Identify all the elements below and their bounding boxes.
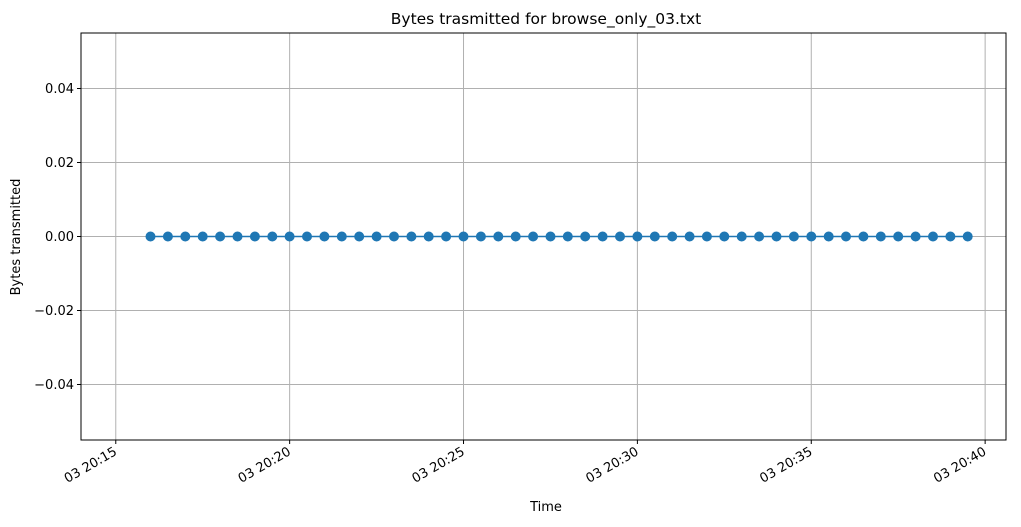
data-point: [945, 231, 956, 242]
data-point: [910, 231, 921, 242]
data-point: [180, 231, 191, 242]
data-point: [754, 231, 765, 242]
data-point: [823, 231, 834, 242]
data-point: [719, 231, 730, 242]
x-axis-label: Time: [529, 500, 562, 515]
x-tick-label: 03 20:35: [757, 444, 815, 486]
y-axis-label: Bytes transmitted: [9, 179, 24, 296]
data-point: [858, 231, 869, 242]
data-point: [406, 231, 417, 242]
data-point: [371, 231, 382, 242]
data-point: [458, 231, 469, 242]
chart-title: Bytes trasmitted for browse_only_03.txt: [391, 10, 701, 29]
plot-area: 03 20:15 03 20:20 03 20:25 03 20:30 03 20:35…: [34, 32, 1007, 487]
data-point: [684, 231, 695, 242]
data-point: [493, 231, 504, 242]
data-point: [389, 231, 399, 242]
y-tick-label: −0.04: [34, 378, 74, 393]
data-point: [215, 231, 226, 242]
data-point: [162, 231, 173, 242]
y-tick-label: 0.02: [45, 156, 74, 171]
data-point: [736, 231, 747, 242]
data-point: [423, 231, 434, 242]
data-point: [597, 231, 608, 242]
data-point: [284, 231, 295, 242]
data-point: [806, 231, 817, 242]
data-point: [302, 231, 312, 242]
data-point: [441, 231, 452, 242]
data-point: [701, 231, 712, 242]
x-tick-label: 03 20:30: [584, 444, 642, 486]
x-tick-label: 03 20:20: [236, 444, 294, 486]
data-point: [528, 231, 539, 242]
data-point: [510, 231, 521, 242]
data-point: [875, 231, 886, 242]
data-point: [545, 231, 556, 242]
data-point: [336, 231, 347, 242]
data-point: [928, 231, 938, 242]
y-tick-label: −0.02: [34, 304, 74, 319]
y-tick-label: 0.00: [45, 230, 74, 245]
x-tick-label: 03 20:25: [410, 444, 468, 486]
data-point: [649, 231, 660, 242]
data-point: [841, 231, 851, 242]
data-point: [197, 231, 208, 242]
data-point: [562, 231, 573, 242]
data-point: [145, 231, 156, 242]
x-tick-label: 03 20:15: [62, 444, 120, 486]
y-tick-label: 0.04: [45, 82, 74, 97]
data-point: [475, 231, 486, 242]
data-point: [319, 231, 330, 242]
data-point: [267, 231, 278, 242]
data-point: [249, 231, 260, 242]
data-point: [354, 231, 365, 242]
data-point: [615, 231, 625, 242]
data-point: [632, 231, 643, 242]
data-point: [788, 231, 799, 242]
data-point: [580, 231, 591, 242]
data-point: [232, 231, 243, 242]
data-point: [893, 231, 904, 242]
data-point: [771, 231, 782, 242]
data-point: [962, 231, 973, 242]
x-tick-label: 03 20:40: [931, 444, 989, 486]
data-point: [667, 231, 678, 242]
